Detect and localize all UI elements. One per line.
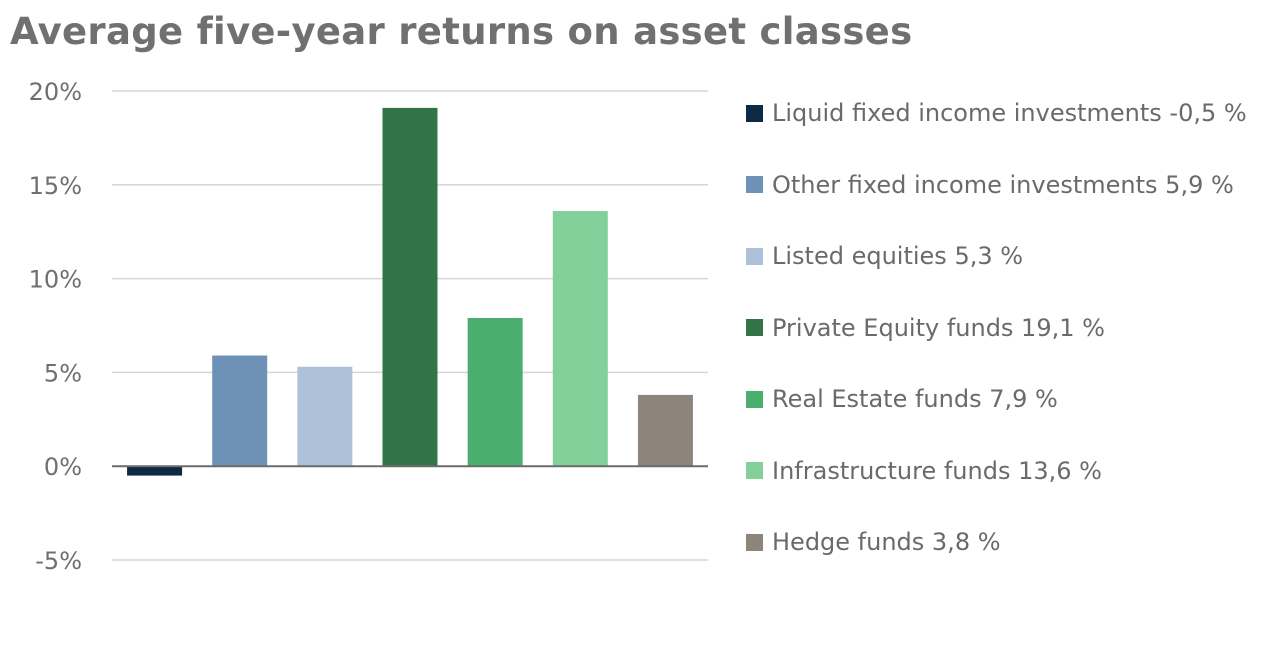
legend-item: Liquid fixed income investments -0,5 % [746, 93, 1247, 133]
y-tick-label: -5% [35, 547, 82, 575]
bar-liquid-fixed-income-investments [127, 466, 183, 476]
y-tick-label: 0% [44, 453, 82, 481]
legend-item: Hedge funds 3,8 % [746, 522, 1001, 562]
legend-label: Infrastructure funds 13,6 % [772, 456, 1102, 485]
legend-item: Listed equities 5,3 % [746, 236, 1023, 276]
legend-item: Real Estate funds 7,9 % [746, 379, 1058, 419]
y-tick-label: 15% [29, 172, 82, 200]
legend-swatch [746, 462, 763, 479]
legend-swatch [746, 533, 763, 551]
legend-item: Private Equity funds 19,1 % [746, 308, 1105, 348]
legend-swatch [746, 247, 763, 265]
bars [127, 107, 693, 476]
legend-item: Infrastructure funds 13,6 % [746, 451, 1102, 491]
y-tick-label: 10% [29, 266, 82, 294]
legend-label: Liquid fixed income investments -0,5 % [772, 99, 1247, 127]
legend-item: Other fixed income investments 5,9 % [746, 165, 1234, 205]
bar-other-fixed-income-investments [212, 355, 268, 467]
bar-infrastructure-funds [552, 211, 608, 467]
legend-label: Listed equities 5,3 % [772, 242, 1024, 270]
y-axis-tick-labels: 20% 15% 10% 5% 0% -5% [29, 78, 82, 575]
bar-real-estate-funds [467, 317, 523, 467]
legend-swatch [746, 390, 763, 408]
legend-label: Real Estate funds 7,9 % [772, 385, 1058, 413]
bar-hedge-funds [637, 394, 693, 467]
legend-swatch [746, 104, 763, 122]
bar-listed-equities [297, 366, 353, 467]
legend-swatch [746, 319, 763, 336]
legend-label: Hedge funds 3,8 % [772, 528, 1001, 556]
legend-swatch [746, 176, 763, 193]
chart-title: Average five-year returns on asset class… [10, 10, 913, 53]
y-tick-label: 5% [44, 359, 82, 387]
legend-label: Other fixed income investments 5,9 % [772, 170, 1234, 199]
legend-label: Private Equity funds 19,1 % [772, 313, 1105, 342]
bar-chart: 20% 15% 10% 5% 0% -5% [29, 78, 708, 575]
bar-private-equity-funds [382, 107, 438, 467]
y-tick-label: 20% [29, 78, 82, 106]
